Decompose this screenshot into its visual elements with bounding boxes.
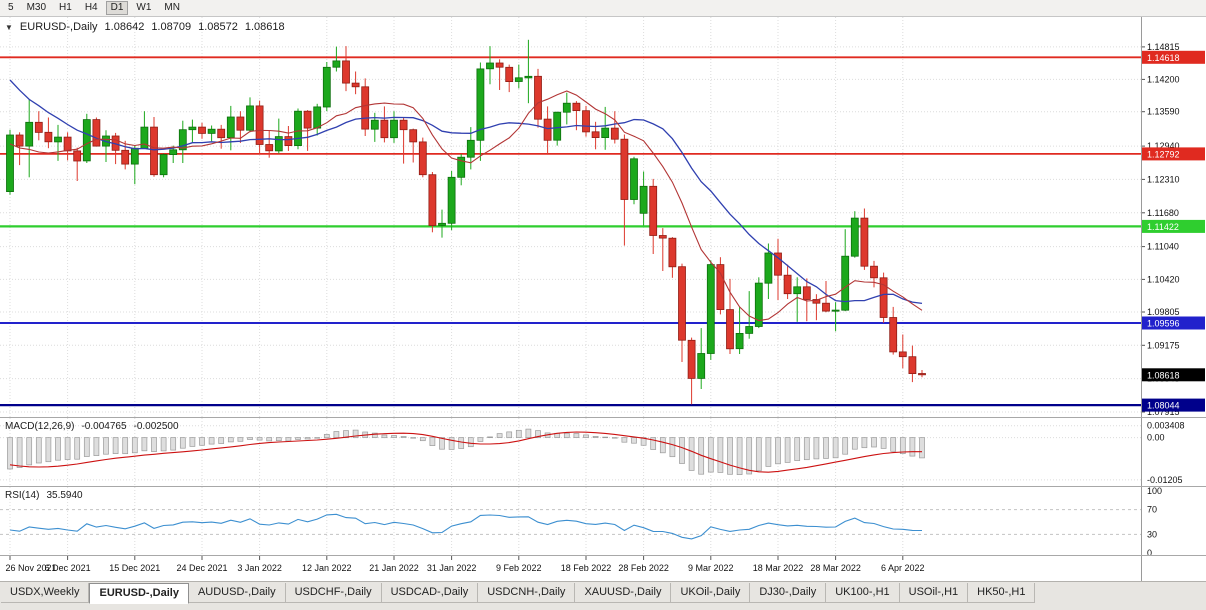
svg-text:18 Mar 2022: 18 Mar 2022 — [753, 563, 804, 573]
macd-indicator-panel[interactable]: 0.003408 0.00 -0.01205 MACD(12,26,9) -0.00… — [0, 418, 1206, 487]
svg-text:31 Jan 2022: 31 Jan 2022 — [427, 563, 477, 573]
svg-text:70: 70 — [1147, 505, 1157, 515]
svg-text:28 Feb 2022: 28 Feb 2022 — [618, 563, 669, 573]
timeframe-button-d1[interactable]: D1 — [105, 1, 129, 15]
svg-text:1.11680: 1.11680 — [1147, 208, 1179, 218]
svg-text:1.08618: 1.08618 — [1147, 370, 1180, 380]
svg-text:1.12792: 1.12792 — [1147, 149, 1180, 159]
svg-text:1.09805: 1.09805 — [1147, 307, 1180, 317]
chart-symbol-label: EURUSD-,Daily — [19, 21, 98, 33]
timeframe-button-mn[interactable]: MN — [159, 1, 185, 15]
chart-tab-usdcad-daily[interactable]: USDCAD-,Daily — [381, 583, 479, 603]
svg-text:0.003408: 0.003408 — [1147, 421, 1185, 431]
macd-signal-value: -0.002500 — [133, 421, 179, 432]
svg-text:6 Dec 2021: 6 Dec 2021 — [45, 563, 91, 573]
svg-text:-0.01205: -0.01205 — [1147, 475, 1183, 485]
macd-label: MACD(12,26,9) -0.004765 -0.002500 — [5, 421, 179, 432]
chart-tabs-bar: USDX,Weekly EURUSD-,Daily AUDUSD-,Daily USD… — [0, 581, 1206, 610]
svg-text:30: 30 — [1147, 529, 1157, 539]
svg-text:1.10420: 1.10420 — [1147, 274, 1180, 284]
svg-text:1.09175: 1.09175 — [1147, 340, 1180, 350]
svg-text:1.14815: 1.14815 — [1147, 42, 1180, 52]
timeframe-button-5[interactable]: 5 — [3, 1, 19, 15]
chart-tab-audusd-daily[interactable]: AUDUSD-,Daily — [188, 583, 286, 603]
macd-chart-canvas[interactable]: 0.003408 0.00 -0.01205 — [0, 418, 1206, 486]
svg-text:12 Jan 2022: 12 Jan 2022 — [302, 563, 352, 573]
svg-text:1.11422: 1.11422 — [1147, 222, 1179, 232]
chart-tab-xauusd-daily[interactable]: XAUUSD-,Daily — [575, 583, 672, 603]
svg-text:24 Dec 2021: 24 Dec 2021 — [176, 563, 227, 573]
rsi-label: RSI(14) 35.5940 — [5, 490, 83, 501]
timeframe-button-m30[interactable]: M30 — [22, 1, 51, 15]
date-axis[interactable]: 26 Nov 2021 6 Dec 2021 15 Dec 2021 24 Dec 2… — [0, 556, 1206, 581]
svg-text:3 Jan 2022: 3 Jan 2022 — [237, 563, 282, 573]
chart-tab-dj30-daily[interactable]: DJ30-,Daily — [750, 583, 827, 603]
svg-text:1.12310: 1.12310 — [1147, 174, 1180, 184]
svg-text:1.08044: 1.08044 — [1147, 401, 1180, 411]
svg-text:6 Apr 2022: 6 Apr 2022 — [881, 563, 925, 573]
main-chart-panel[interactable]: 1.14815 1.14200 1.13590 1.12940 1.12310 1.116… — [0, 17, 1206, 418]
svg-text:1.14200: 1.14200 — [1147, 74, 1180, 84]
ohlc-open-value: 1.08642 — [104, 21, 145, 33]
chart-header: ▼ EURUSD-,Daily 1.08642 1.08709 1.08572 … — [5, 21, 285, 33]
rsi-chart-canvas[interactable]: 100 70 30 0 — [0, 487, 1206, 555]
chart-tab-ukoil-daily[interactable]: UKOil-,Daily — [671, 583, 751, 603]
svg-text:0: 0 — [1147, 548, 1152, 555]
chart-tab-usoil-h1[interactable]: USOil-,H1 — [899, 583, 969, 603]
macd-main-value: -0.004765 — [81, 421, 127, 432]
timeframe-button-h4[interactable]: H4 — [80, 1, 103, 15]
timeframe-toolbar: 5 M30 H1 H4 D1 W1 MN — [0, 0, 1206, 17]
chart-tab-hk50-h1[interactable]: HK50-,H1 — [968, 583, 1036, 603]
macd-name: MACD(12,26,9) — [5, 421, 75, 432]
chart-tab-usdcnh-daily[interactable]: USDCNH-,Daily — [478, 583, 576, 603]
candlestick-chart-canvas[interactable]: 1.14815 1.14200 1.13590 1.12940 1.12310 1.116… — [0, 17, 1206, 417]
ohlc-low-value: 1.08572 — [198, 21, 238, 33]
rsi-value: 35.5940 — [46, 490, 83, 501]
svg-text:9 Mar 2022: 9 Mar 2022 — [688, 563, 734, 573]
svg-text:9 Feb 2022: 9 Feb 2022 — [496, 563, 542, 573]
svg-text:1.07915: 1.07915 — [1147, 407, 1180, 417]
svg-text:26 Nov 2021: 26 Nov 2021 — [5, 563, 56, 573]
svg-text:1.14618: 1.14618 — [1147, 53, 1180, 63]
chart-tab-usdchf-daily[interactable]: USDCHF-,Daily — [285, 583, 382, 603]
svg-text:18 Feb 2022: 18 Feb 2022 — [561, 563, 612, 573]
ohlc-high-value: 1.08709 — [151, 21, 192, 33]
svg-text:15 Dec 2021: 15 Dec 2021 — [109, 563, 160, 573]
rsi-name: RSI(14) — [5, 490, 40, 501]
svg-text:1.09596: 1.09596 — [1147, 319, 1180, 329]
svg-text:100: 100 — [1147, 487, 1162, 496]
svg-text:0.00: 0.00 — [1147, 433, 1165, 443]
chart-tab-uk100-h1[interactable]: UK100-,H1 — [826, 583, 900, 603]
chart-tab-eurusd-daily[interactable]: EURUSD-,Daily — [89, 583, 189, 604]
svg-text:1.13590: 1.13590 — [1147, 107, 1180, 117]
svg-text:21 Jan 2022: 21 Jan 2022 — [369, 563, 419, 573]
symbol-expand-icon[interactable]: ▼ — [5, 22, 13, 32]
svg-text:1.12940: 1.12940 — [1147, 141, 1180, 151]
svg-text:28 Mar 2022: 28 Mar 2022 — [810, 563, 861, 573]
chart-tab-usdx-weekly[interactable]: USDX,Weekly — [1, 583, 90, 603]
timeframe-button-h1[interactable]: H1 — [54, 1, 77, 15]
timeframe-button-w1[interactable]: W1 — [131, 1, 156, 15]
ohlc-close-value: 1.08618 — [244, 21, 285, 33]
rsi-indicator-panel[interactable]: 100 70 30 0 RSI(14) 35.5940 — [0, 487, 1206, 556]
svg-text:1.11040: 1.11040 — [1147, 242, 1179, 252]
